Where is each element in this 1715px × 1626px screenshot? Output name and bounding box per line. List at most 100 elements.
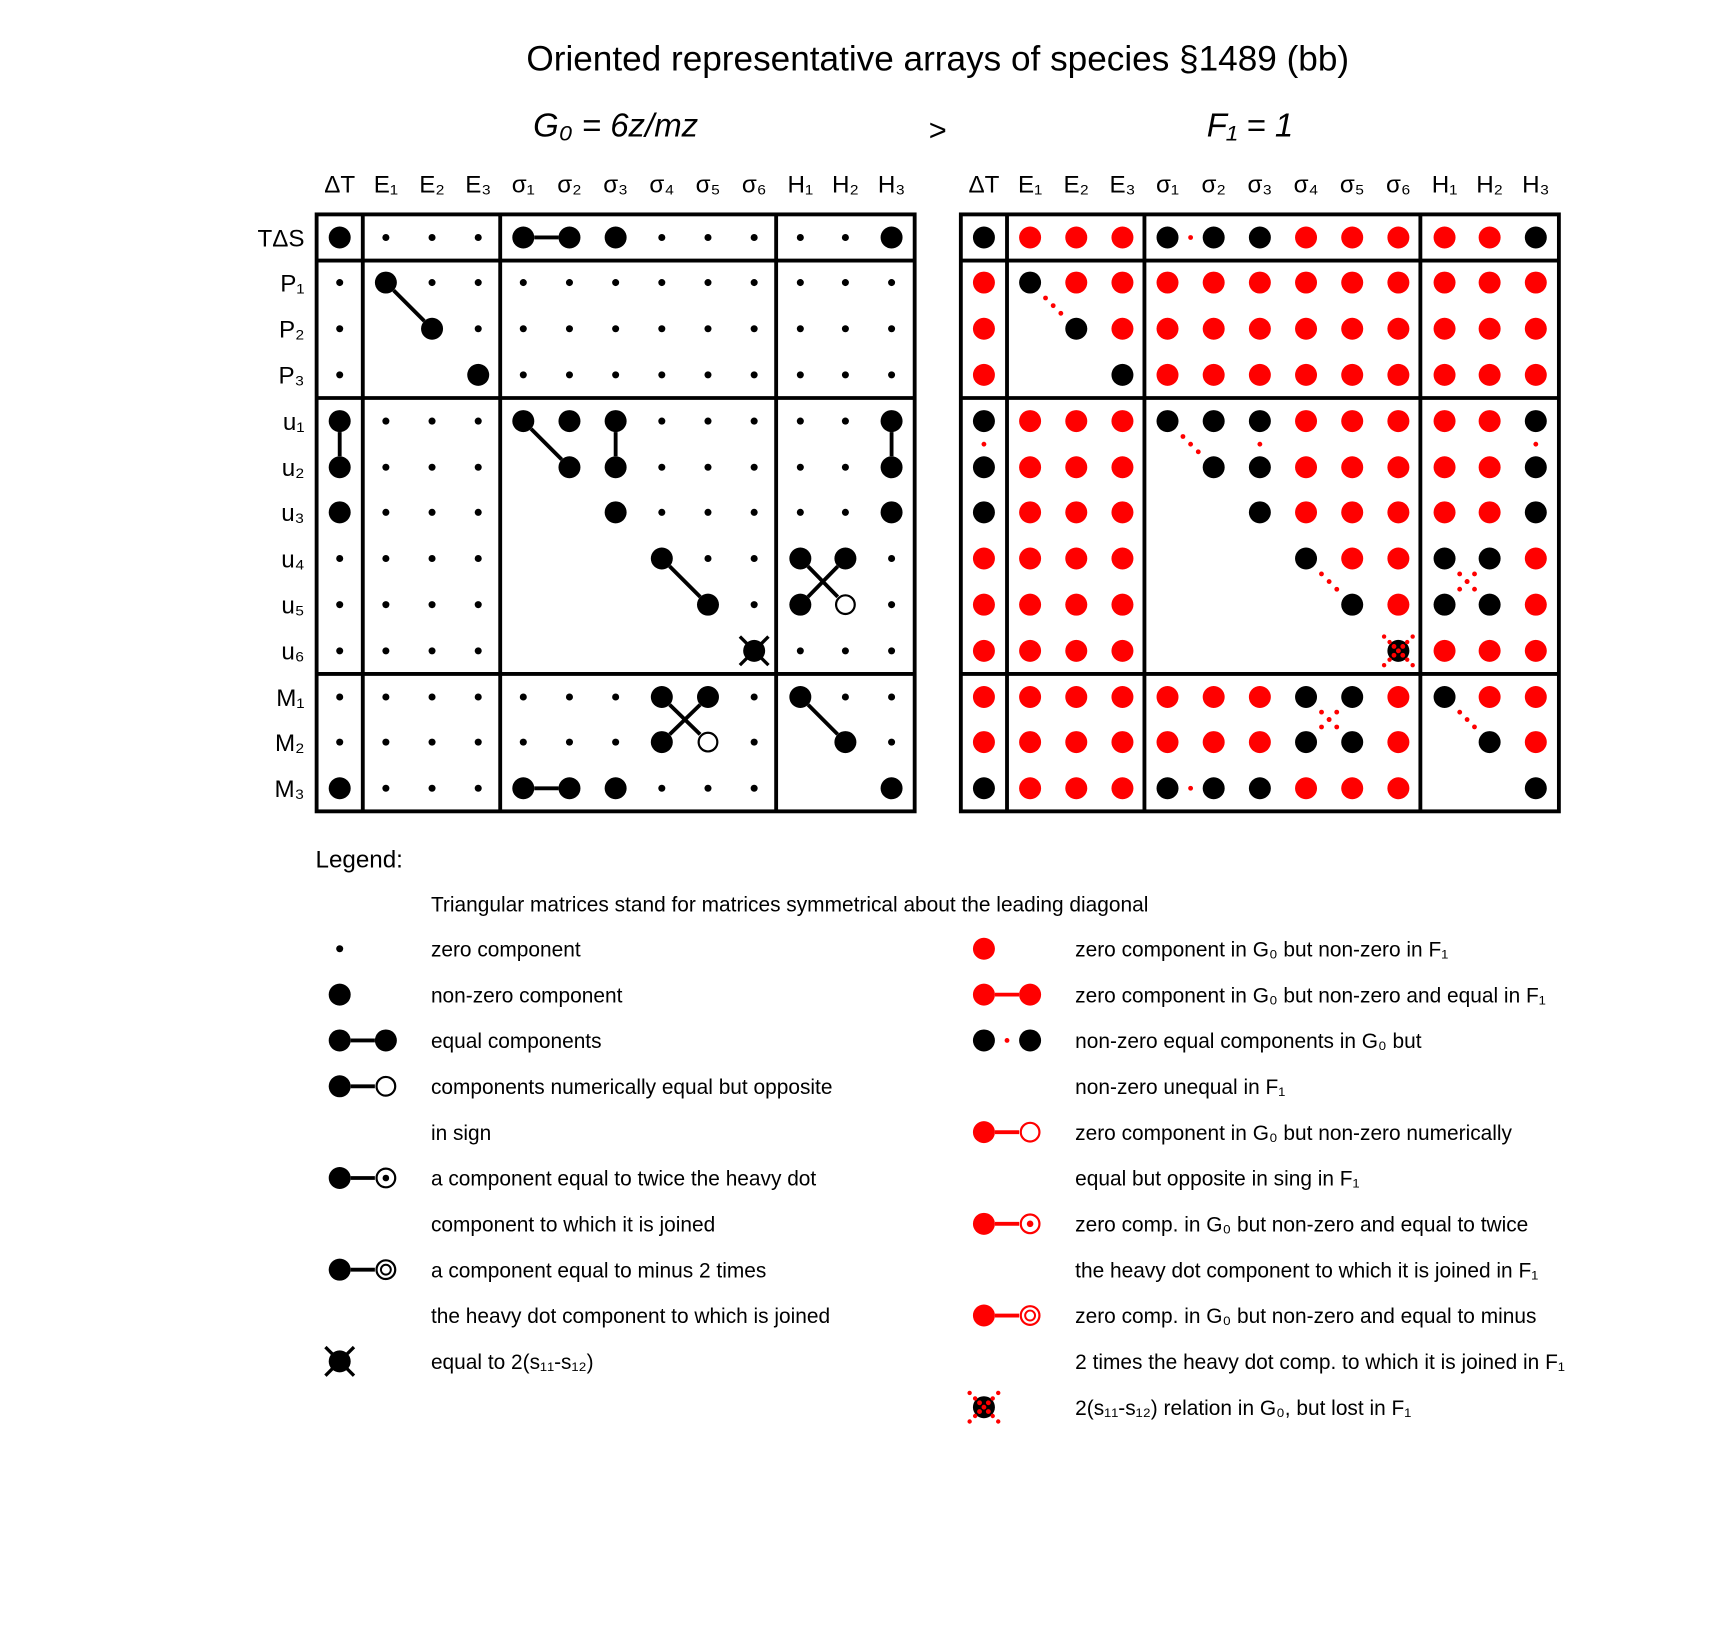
nonzero-component bbox=[512, 777, 535, 800]
zero-component bbox=[519, 279, 527, 287]
nonzero-component bbox=[972, 226, 995, 249]
nonzero-component bbox=[512, 410, 535, 433]
column-label: σ₄ bbox=[1294, 171, 1319, 198]
new-nonzero-component bbox=[1156, 317, 1179, 340]
new-nonzero-component bbox=[1341, 410, 1364, 433]
legend-item: non-zero component bbox=[328, 983, 623, 1007]
nonzero-component bbox=[834, 731, 857, 754]
nonzero-component bbox=[558, 777, 581, 800]
nonzero-component bbox=[1248, 410, 1271, 433]
nonzero-component bbox=[604, 410, 627, 433]
legend-item: equal components bbox=[328, 1029, 602, 1053]
new-nonzero-component bbox=[1433, 501, 1456, 524]
new-nonzero-component bbox=[1478, 501, 1501, 524]
nonzero-component bbox=[512, 226, 535, 249]
legend-text: non-zero unequal in F₁ bbox=[1075, 1076, 1285, 1099]
nonzero-component bbox=[1111, 363, 1134, 386]
diagram-title: Oriented representative arrays of specie… bbox=[526, 39, 1349, 78]
red-cross-dot bbox=[1410, 634, 1415, 639]
zero-component bbox=[841, 279, 849, 287]
nonzero-component bbox=[1202, 226, 1225, 249]
legend-text: equal components bbox=[431, 1030, 602, 1053]
zero-component bbox=[658, 784, 666, 792]
zero-component bbox=[382, 647, 390, 655]
new-nonzero-component bbox=[1156, 731, 1179, 754]
nonzero-component bbox=[1478, 593, 1501, 616]
new-nonzero-component bbox=[1524, 271, 1547, 294]
new-nonzero-component bbox=[1065, 271, 1088, 294]
red-inner-dot bbox=[977, 1409, 982, 1415]
zero-component bbox=[336, 601, 344, 609]
zero-component bbox=[474, 325, 482, 333]
nonzero-component bbox=[696, 686, 719, 709]
row-label: u₅ bbox=[281, 592, 304, 619]
nonzero-component bbox=[467, 363, 490, 386]
zero-component bbox=[565, 279, 573, 287]
red-inner-dot bbox=[977, 1400, 982, 1406]
cross-line bbox=[324, 1345, 356, 1377]
nonzero-component bbox=[1156, 777, 1179, 800]
zero-component bbox=[474, 784, 482, 792]
legend-item: zero component in G₀ but non-zero in F₁ bbox=[972, 937, 1448, 961]
zero-component bbox=[796, 463, 804, 471]
link-line bbox=[668, 703, 702, 736]
dotted-link-dot bbox=[1004, 1038, 1010, 1043]
new-nonzero-component bbox=[1524, 317, 1547, 340]
zero-component bbox=[704, 784, 712, 792]
new-nonzero-component bbox=[1433, 226, 1456, 249]
new-nonzero-component bbox=[1387, 593, 1410, 616]
red-cross-dot bbox=[990, 1413, 995, 1419]
nonzero-component bbox=[1202, 410, 1225, 433]
zero-component bbox=[519, 693, 527, 701]
opposite-sign-component bbox=[834, 594, 856, 616]
zero-component bbox=[336, 371, 344, 379]
row-label: M₁ bbox=[276, 685, 304, 712]
legend-item: components numerically equal but opposit… bbox=[328, 1075, 832, 1145]
column-label: ΔT bbox=[324, 171, 355, 198]
legend-item: a component equal to twice the heavy dot… bbox=[328, 1166, 816, 1237]
column-label: σ₂ bbox=[557, 171, 581, 198]
dotted-link-dot bbox=[1188, 785, 1194, 791]
dotted-link-dot bbox=[1472, 724, 1477, 730]
nonzero-component bbox=[1295, 686, 1318, 709]
new-nonzero-component bbox=[1111, 777, 1134, 800]
nonzero-component bbox=[1065, 317, 1088, 340]
legend-text: zero component bbox=[431, 938, 581, 961]
column-label: E₃ bbox=[465, 171, 491, 198]
nonzero-component bbox=[1156, 410, 1179, 433]
big-dot-icon bbox=[328, 983, 351, 1006]
zero-component bbox=[474, 417, 482, 425]
nonzero-component bbox=[1295, 547, 1318, 570]
zero-component bbox=[704, 554, 712, 563]
new-nonzero-component bbox=[1341, 363, 1364, 386]
zero-component bbox=[841, 463, 849, 471]
new-nonzero-component bbox=[1202, 731, 1225, 754]
zero-component bbox=[704, 508, 712, 516]
row-label: P₃ bbox=[279, 363, 305, 390]
legend-text: the heavy dot component to which is join… bbox=[431, 1305, 830, 1328]
nonzero-component bbox=[650, 686, 673, 709]
legend-text: in sign bbox=[431, 1122, 491, 1145]
red-cross-dot bbox=[1381, 634, 1387, 639]
zero-component bbox=[750, 279, 758, 287]
zero-component bbox=[336, 279, 344, 287]
new-nonzero-component bbox=[1341, 317, 1364, 340]
column-label: H₃ bbox=[878, 171, 905, 198]
zero-component bbox=[428, 738, 436, 746]
dotted-link-dot bbox=[1472, 586, 1477, 592]
new-nonzero-component bbox=[1065, 410, 1088, 433]
zero-component bbox=[841, 371, 849, 379]
zero-component bbox=[841, 325, 849, 333]
dotted-link-dot bbox=[1319, 571, 1324, 577]
zero-component bbox=[336, 738, 344, 746]
nonzero-component bbox=[880, 226, 903, 249]
zero-component bbox=[428, 508, 436, 516]
dotted-link-dot bbox=[1058, 310, 1064, 316]
legend-text: the heavy dot component to which it is j… bbox=[1075, 1259, 1538, 1282]
zero-component bbox=[841, 647, 849, 655]
new-nonzero-component bbox=[1478, 410, 1501, 433]
row-label: P₁ bbox=[280, 270, 304, 297]
relation-symbol: > bbox=[929, 113, 947, 148]
new-nonzero-component bbox=[972, 731, 995, 754]
zero-component bbox=[888, 371, 896, 379]
